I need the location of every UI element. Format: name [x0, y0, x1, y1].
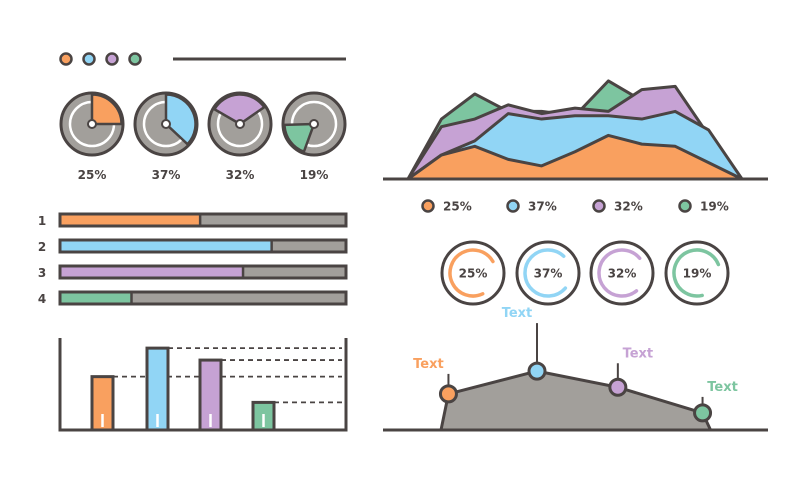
pie-slice [283, 122, 316, 153]
pie-center [309, 119, 319, 129]
pie-label: 19% [300, 168, 329, 182]
annotation-label: Text [413, 357, 444, 372]
ring-arc [523, 248, 568, 298]
pie-row: 25% 37% 32% 19% [59, 91, 347, 182]
legend-label: 32% [614, 200, 643, 214]
progress-row-number: 4 [38, 292, 46, 306]
pie-label: 25% [78, 168, 107, 182]
progress-fill [60, 266, 244, 278]
progress-row-number: 3 [38, 266, 46, 280]
horizontal-progress: 1 2 3 4 [38, 212, 348, 306]
header-dot-blue [82, 52, 96, 66]
ring-label: 32% [608, 267, 637, 281]
legend-label: 25% [443, 200, 472, 214]
area-series [406, 133, 744, 181]
pie-label: 37% [152, 168, 181, 182]
ring-arc [672, 248, 721, 298]
legend-swatch [506, 199, 520, 213]
header-dot-orange [59, 52, 73, 66]
progress-fill [60, 214, 201, 226]
progress-outline [58, 238, 348, 254]
vertical-bars [58, 338, 348, 432]
area-legend: 25% 37% 32% 19% [421, 199, 729, 214]
legend-label: 19% [700, 200, 729, 214]
legend-swatch [592, 199, 606, 213]
header-dot-purple [105, 52, 119, 66]
annotated-area: Text Text Text Text [383, 306, 768, 432]
progress-fill [60, 240, 272, 252]
header-dot-green [128, 52, 142, 66]
legend-label: 37% [528, 200, 557, 214]
pie-label: 32% [226, 168, 255, 182]
ring-arc [448, 248, 495, 298]
progress-row-number: 2 [38, 240, 46, 254]
pie-center [235, 119, 245, 129]
header-decoration [59, 52, 346, 66]
legend-swatch [421, 199, 435, 213]
pie-center [161, 119, 171, 129]
progress-fill [60, 292, 132, 304]
ring-arc [597, 248, 642, 298]
progress-row-number: 1 [38, 214, 46, 228]
annotated-area-fill [439, 369, 713, 432]
bar-axes [58, 338, 348, 432]
legend-swatch [678, 199, 692, 213]
pie-slice [164, 93, 197, 146]
ring-row: 25% 37% 32% 19% [440, 240, 730, 306]
progress-outline [58, 264, 348, 280]
progress-outline [58, 212, 348, 228]
pie-slice [90, 93, 123, 126]
annotation-point [438, 384, 458, 404]
pie-slice [213, 93, 266, 126]
annotation-label: Text [623, 346, 654, 361]
annotation-point [608, 377, 628, 397]
ring-label: 25% [459, 267, 488, 281]
mountain-area [383, 79, 768, 181]
annotation-label: Text [502, 306, 533, 321]
ring-label: 19% [683, 267, 712, 281]
annotation-point [693, 403, 713, 423]
pie-center [87, 119, 97, 129]
annotation-label: Text [707, 380, 738, 395]
ring-label: 37% [534, 267, 563, 281]
annotation-point [527, 361, 547, 381]
progress-outline [58, 290, 348, 306]
